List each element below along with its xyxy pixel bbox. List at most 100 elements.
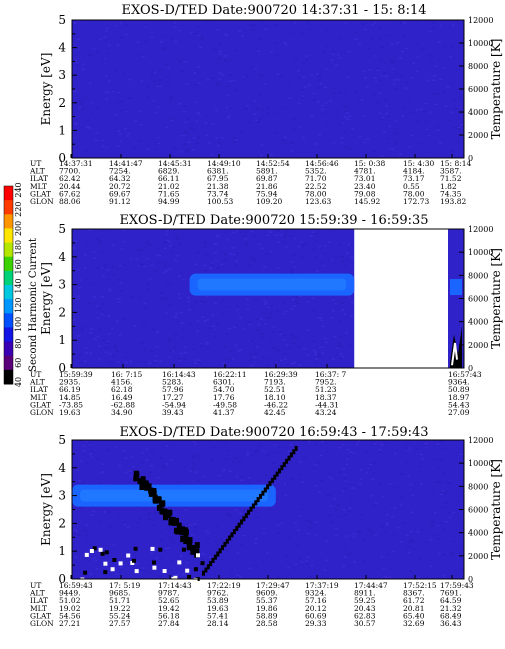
texture-cell (416, 120, 420, 123)
texture-cell (157, 261, 161, 264)
texture-cell (424, 102, 428, 105)
texture-cell (96, 317, 100, 319)
texture-cell (216, 83, 220, 86)
texture-cell (150, 552, 154, 554)
texture-cell (119, 140, 123, 142)
texture-cell (226, 239, 230, 241)
texture-cell (191, 124, 195, 126)
texture-cell (178, 297, 182, 300)
texture-cell (90, 328, 94, 330)
texture-cell (119, 569, 123, 571)
texture-cell (266, 363, 270, 366)
texture-cell (233, 137, 236, 139)
texture-cell (94, 139, 98, 142)
texture-cell (298, 515, 302, 517)
texture-cell (80, 103, 84, 105)
texture-cell (276, 349, 280, 351)
texture-cell (277, 576, 280, 579)
texture-cell (144, 26, 148, 28)
texture-cell (416, 531, 420, 533)
texture-cell (245, 476, 249, 479)
texture-cell (355, 443, 359, 445)
texture-cell (324, 337, 328, 340)
texture-cell (335, 110, 339, 113)
texture-cell (301, 32, 305, 34)
row-label: GLAT (30, 189, 51, 198)
texture-cell (380, 444, 384, 446)
texture-cell (454, 108, 458, 110)
texture-cell (148, 244, 152, 246)
table-cell: 21.86 (256, 182, 278, 191)
texture-cell (95, 238, 99, 240)
texture-cell (136, 41, 140, 43)
texture-cell (220, 137, 224, 139)
texture-cell (283, 236, 287, 238)
texture-cell (189, 524, 193, 526)
texture-cell (313, 467, 317, 469)
table-cell: 19.63 (207, 604, 229, 613)
texture-cell (289, 31, 293, 34)
texture-cell (441, 490, 445, 492)
texture-cell (88, 127, 92, 129)
texture-cell (405, 443, 409, 445)
texture-cell (206, 21, 210, 23)
texture-cell (334, 302, 338, 305)
dense-cell (156, 504, 162, 511)
texture-cell (282, 302, 286, 304)
texture-cell (292, 444, 296, 446)
texture-cell (111, 354, 115, 357)
texture-cell (262, 450, 266, 453)
texture-cell (428, 54, 432, 57)
texture-cell (194, 471, 198, 473)
texture-cell (84, 347, 88, 349)
texture-cell (176, 255, 180, 257)
table-cell: 54.43 (448, 400, 470, 409)
texture-cell (314, 484, 318, 487)
texture-cell (387, 147, 391, 150)
texture-cell (120, 248, 124, 251)
table-cell: 6301. (213, 378, 234, 387)
texture-cell (330, 317, 334, 319)
texture-cell (102, 463, 106, 466)
texture-cell (335, 528, 339, 530)
table-cell: 15:59:39 (59, 370, 93, 379)
table-cell: 66.19 (59, 385, 81, 394)
texture-cell (141, 249, 145, 251)
texture-cell (320, 319, 324, 322)
texture-cell (332, 231, 336, 233)
table-cell: 50.89 (448, 385, 470, 394)
texture-cell (415, 109, 419, 111)
texture-cell (85, 351, 88, 354)
texture-cell (457, 141, 461, 144)
texture-cell (204, 269, 208, 272)
texture-cell (419, 142, 423, 144)
texture-cell (344, 117, 348, 120)
texture-cell (385, 113, 388, 115)
texture-cell (276, 73, 280, 75)
table-cell: 17:29:47 (256, 581, 290, 590)
texture-cell (101, 302, 105, 305)
texture-cell (374, 502, 378, 504)
texture-cell (158, 68, 162, 71)
texture-cell (296, 303, 300, 305)
y2-tick-label: 8000 (468, 482, 488, 491)
texture-cell (442, 553, 446, 556)
texture-cell (358, 43, 362, 45)
texture-cell (368, 464, 372, 466)
texture-cell (211, 262, 214, 265)
table-cell: 17:37:19 (305, 581, 339, 590)
table-cell: 91.12 (109, 197, 131, 206)
texture-cell (350, 483, 354, 486)
table-cell: 21.38 (207, 182, 229, 191)
texture-cell (314, 351, 318, 353)
dense-cell (83, 570, 88, 575)
texture-cell (242, 235, 246, 237)
texture-cell (143, 568, 147, 571)
texture-cell (305, 59, 309, 61)
texture-cell (95, 568, 99, 570)
texture-cell (338, 345, 342, 347)
texture-cell (213, 243, 217, 245)
texture-cell (143, 321, 147, 324)
table-cell: 8367. (403, 589, 424, 598)
texture-cell (335, 509, 339, 511)
